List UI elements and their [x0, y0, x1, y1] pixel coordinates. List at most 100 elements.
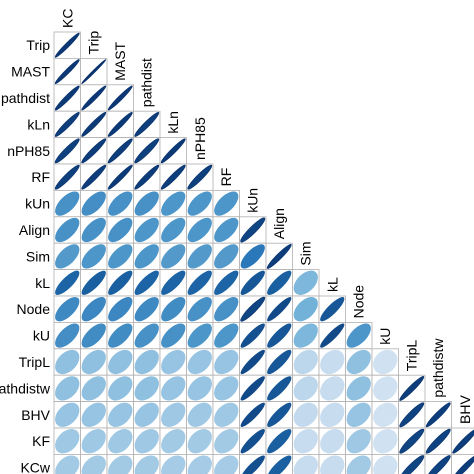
correlation-ellipse [134, 217, 159, 243]
column-label: kUn [245, 188, 261, 213]
correlation-ellipse [346, 323, 371, 348]
matrix-cell [159, 216, 187, 244]
correlation-ellipse [55, 217, 80, 243]
matrix-cell [80, 295, 108, 323]
matrix-cell [53, 321, 81, 350]
matrix-cell [424, 427, 452, 455]
correlation-ellipse [134, 138, 160, 164]
correlation-ellipse [187, 376, 212, 401]
correlation-ellipse [81, 376, 106, 401]
correlation-ellipse [55, 349, 80, 375]
matrix-cell [133, 348, 161, 376]
correlation-ellipse [161, 349, 186, 375]
matrix-cell [212, 295, 240, 323]
correlation-ellipse [81, 429, 106, 454]
matrix-cell [398, 401, 426, 429]
correlation-ellipse [107, 164, 133, 190]
correlation-ellipse [161, 323, 186, 348]
correlation-ellipse [107, 85, 133, 111]
matrix-cell [186, 216, 214, 244]
matrix-cell [133, 321, 161, 350]
matrix-cell [318, 453, 346, 474]
row-label: Trip [26, 37, 50, 53]
row-label: TripL [19, 354, 51, 370]
correlation-ellipse [134, 111, 160, 137]
correlation-ellipse [240, 270, 265, 295]
row-label: BHV [21, 407, 50, 423]
matrix-cell [292, 427, 320, 455]
matrix-cell [133, 189, 161, 218]
correlation-ellipse [108, 191, 133, 216]
correlation-ellipse [187, 191, 212, 216]
matrix-cell [212, 374, 240, 403]
matrix-cell [53, 295, 81, 323]
matrix-cell [345, 427, 373, 455]
matrix-cell [398, 453, 426, 474]
correlation-ellipse [320, 376, 345, 401]
correlation-ellipse [425, 402, 451, 428]
matrix-cell [159, 427, 187, 455]
matrix-cell [371, 427, 399, 455]
matrix-cell [239, 348, 267, 376]
row-label: RF [31, 169, 50, 185]
correlation-ellipse [346, 376, 371, 401]
matrix-cell [345, 348, 373, 376]
matrix-cells [53, 31, 474, 474]
matrix-cell [451, 427, 474, 455]
matrix-cell [212, 401, 240, 429]
correlation-ellipse [160, 138, 186, 164]
correlation-ellipse [134, 164, 160, 190]
row-label: pathdistw [0, 380, 51, 396]
correlation-ellipse [346, 349, 371, 375]
matrix-cell [53, 348, 81, 376]
column-label: nPH85 [192, 117, 208, 160]
cell-border [451, 453, 474, 474]
correlation-ellipse [187, 164, 213, 190]
row-label: pathdist [1, 90, 50, 106]
matrix-cell [106, 242, 134, 270]
correlation-ellipse [267, 297, 292, 322]
matrix-cell [133, 374, 161, 403]
correlation-ellipse [267, 349, 292, 375]
correlation-ellipse [108, 270, 133, 295]
matrix-cell [239, 453, 267, 474]
correlation-ellipse [161, 376, 186, 401]
matrix-cell [80, 137, 108, 165]
correlation-ellipse [161, 297, 186, 322]
matrix-cell [53, 242, 81, 270]
correlation-ellipse [187, 323, 212, 348]
matrix-cell [239, 321, 267, 350]
correlation-ellipse [81, 217, 106, 243]
correlation-ellipse [134, 270, 159, 295]
row-label: kUn [25, 196, 50, 212]
matrix-cell [186, 295, 214, 323]
matrix-cell [53, 427, 81, 455]
matrix-cell [186, 321, 214, 350]
correlation-ellipse [187, 217, 212, 243]
matrix-cell [371, 348, 399, 376]
correlation-ellipse [134, 323, 159, 348]
matrix-cell [265, 295, 293, 323]
matrix-cell [133, 401, 161, 429]
correlation-ellipse [320, 349, 345, 375]
correlation-ellipse [108, 349, 133, 375]
correlation-ellipse [134, 297, 159, 322]
correlation-ellipse [134, 376, 159, 401]
correlation-ellipse [54, 164, 80, 190]
matrix-cell [318, 321, 346, 350]
matrix-cell [318, 427, 346, 455]
correlation-ellipse [214, 270, 239, 295]
matrix-cell [106, 110, 134, 138]
correlation-ellipse [452, 428, 474, 454]
matrix-cell [53, 216, 81, 244]
correlation-ellipse [81, 270, 106, 295]
matrix-cell [265, 242, 293, 270]
correlation-ellipse [108, 376, 133, 401]
matrix-cell [186, 242, 214, 270]
correlation-ellipse [108, 323, 133, 348]
column-label: pathdist [139, 58, 155, 107]
correlation-ellipse [320, 429, 345, 454]
column-label: kL [324, 277, 340, 292]
matrix-cell [106, 427, 134, 455]
